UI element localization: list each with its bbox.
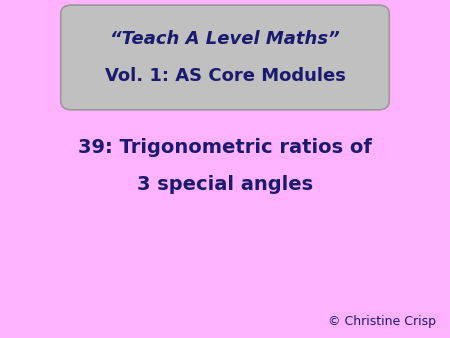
Text: 39: Trigonometric ratios of: 39: Trigonometric ratios of bbox=[78, 138, 372, 156]
Text: 3 special angles: 3 special angles bbox=[137, 175, 313, 194]
FancyBboxPatch shape bbox=[61, 5, 389, 110]
Text: “Teach A Level Maths”: “Teach A Level Maths” bbox=[110, 30, 340, 48]
Text: © Christine Crisp: © Christine Crisp bbox=[328, 315, 436, 328]
Text: Vol. 1: AS Core Modules: Vol. 1: AS Core Modules bbox=[104, 67, 346, 85]
